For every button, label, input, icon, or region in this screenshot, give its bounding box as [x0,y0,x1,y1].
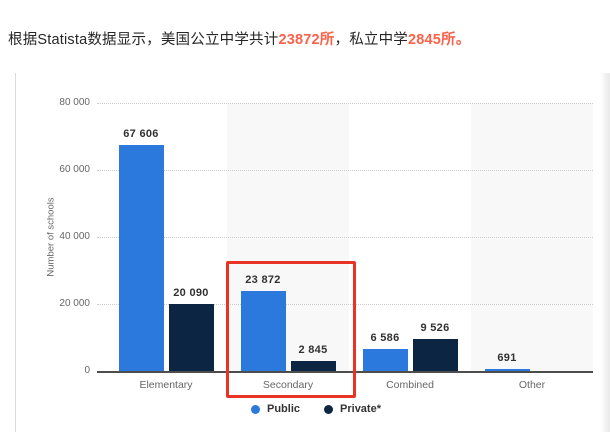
y-tick-label: 60 000 [59,164,90,175]
y-tick-label: 80 000 [59,97,90,108]
bar-private-secondary[interactable] [290,361,336,371]
bar-value-label: 20 090 [173,286,209,299]
legend-item-public[interactable]: Public [251,403,300,415]
chart-legend: Public Private* [251,403,381,415]
bar-value-label: 67 606 [123,127,159,140]
card-right-shadow [600,73,610,432]
legend-dot-icon [324,404,334,414]
bar-public-elementary[interactable] [118,144,164,371]
bar-private-combined[interactable] [412,339,458,371]
legend-item-private[interactable]: Private* [324,403,381,415]
bar-public-other[interactable] [484,368,530,371]
caption-emphasis: 2845所。 [408,31,471,48]
x-category-label-elementary: Elementary [139,379,193,391]
bar-value-label: 691 [497,351,517,364]
gridline-20000 [97,304,593,305]
x-category-label-secondary: Secondary [262,379,314,391]
y-tick-label: 0 [84,365,90,376]
bar-value-label: 23 872 [245,274,281,287]
caption-segment: ，私立中学 [334,31,408,48]
y-tick-label: 40 000 [59,231,90,242]
legend-label: Private* [340,403,381,415]
bar-public-combined[interactable] [362,348,408,371]
caption-segment: 根据Statista数据显示，美国公立中学共计 [8,31,279,48]
caption-text: 根据Statista数据显示，美国公立中学共计23872所，私立中学2845所。 [8,29,604,51]
x-category-label-other: Other [518,379,546,391]
caption-emphasis: 23872所 [278,31,335,48]
bar-value-label: 9 526 [420,322,450,335]
bar-private-elementary[interactable] [168,303,214,371]
legend-dot-icon [251,404,260,414]
bar-value-label: 6 586 [370,331,400,344]
x-category-label-combined: Combined [386,379,434,391]
gridline-40000 [97,237,593,238]
legend-label: Public [267,403,301,415]
bar-value-label: 2 845 [298,344,328,357]
y-tick-label: 20 000 [59,298,90,309]
highlight-box-secondary [226,261,356,398]
bar-public-secondary[interactable] [240,291,286,371]
x-axis-line [97,371,593,373]
gridline-60000 [97,170,593,171]
gridline-80000 [97,103,593,104]
